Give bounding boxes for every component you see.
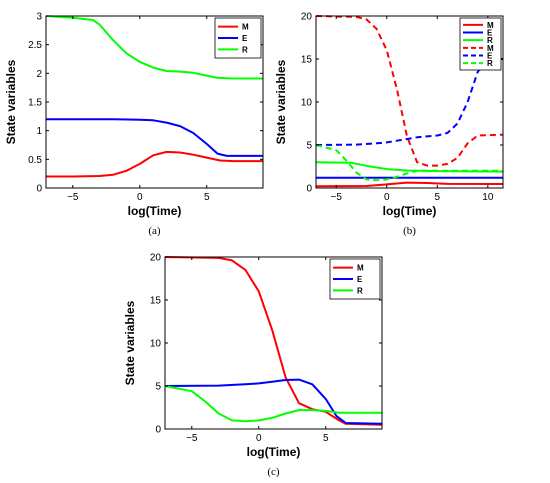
series-line-r: [45, 15, 263, 80]
x-axis-label: log(Time): [247, 445, 301, 459]
legend-label: M: [487, 44, 494, 53]
series-line-m: [315, 181, 504, 188]
panel-caption: (c): [267, 466, 280, 478]
x-tick-label: 5: [204, 192, 210, 203]
legend-box: [459, 17, 502, 71]
legend-label: R: [357, 286, 363, 295]
y-tick-label: 20: [301, 12, 313, 23]
legend-label: E: [487, 29, 493, 38]
legend-label: R: [242, 45, 248, 54]
y-tick-label: 0: [306, 184, 312, 195]
y-tick-label: 1: [36, 126, 42, 137]
x-tick-label: 0: [384, 192, 390, 203]
y-tick-label: 0: [36, 184, 42, 195]
y-tick-label: 10: [301, 98, 313, 109]
series-line-e-dashed: [315, 58, 503, 146]
y-tick-label: 15: [150, 296, 162, 307]
legend-label: M: [487, 21, 494, 30]
y-tick-label: 15: [301, 55, 313, 66]
panel-caption: (a): [148, 225, 161, 237]
series-line-e: [164, 378, 383, 425]
series-line-r: [164, 385, 382, 423]
y-axis-label: State variables: [4, 59, 18, 144]
y-tick-label: 0.5: [28, 155, 42, 166]
legend-label: R: [487, 59, 493, 68]
legend-label: E: [357, 275, 363, 284]
y-tick-label: 0: [155, 425, 161, 436]
series-line-m: [164, 256, 383, 426]
legend-label: M: [242, 23, 249, 32]
y-tick-label: 10: [150, 339, 162, 350]
x-tick-label: −5: [331, 192, 343, 203]
x-tick-label: −5: [186, 433, 198, 444]
legend-label: E: [242, 34, 248, 43]
legend-label: E: [487, 52, 493, 61]
y-tick-label: 5: [155, 382, 161, 393]
series-line-m: [46, 150, 263, 178]
series-line-m-dashed: [315, 15, 504, 167]
x-tick-label: 0: [137, 192, 143, 203]
panel-caption: (b): [403, 225, 416, 237]
y-tick-label: 20: [150, 253, 162, 264]
legend: MER: [329, 258, 381, 300]
x-tick-label: 5: [323, 433, 329, 444]
x-tick-label: −5: [67, 192, 79, 203]
chart-3: −5 0 5 0 5 10 15 20 log(Time) State variables MER (…: [123, 253, 383, 478]
y-tick-label: 2: [36, 69, 42, 80]
series-line-e: [46, 118, 263, 157]
y-tick-label: 3: [36, 12, 42, 23]
x-tick-label: 5: [435, 192, 441, 203]
y-tick-label: 1.5: [28, 98, 42, 109]
series-line-r-dashed: [315, 144, 503, 182]
x-axis-label: log(Time): [383, 204, 437, 218]
y-tick-label: 5: [306, 141, 312, 152]
legend-label: R: [487, 36, 493, 45]
x-tick-label: 10: [482, 192, 494, 203]
legend: MER: [214, 17, 262, 59]
y-axis-label: State variables: [123, 300, 137, 385]
x-tick-label: 0: [256, 433, 262, 444]
legend-label: M: [357, 264, 364, 273]
chart-1: −5 0 5 0 0.5 1 1.5 2 2.5 3 log(Time) State variable…: [4, 12, 264, 237]
y-axis-label: State variables: [274, 59, 288, 144]
x-axis-label: log(Time): [128, 204, 182, 218]
y-tick-label: 2.5: [28, 40, 42, 51]
